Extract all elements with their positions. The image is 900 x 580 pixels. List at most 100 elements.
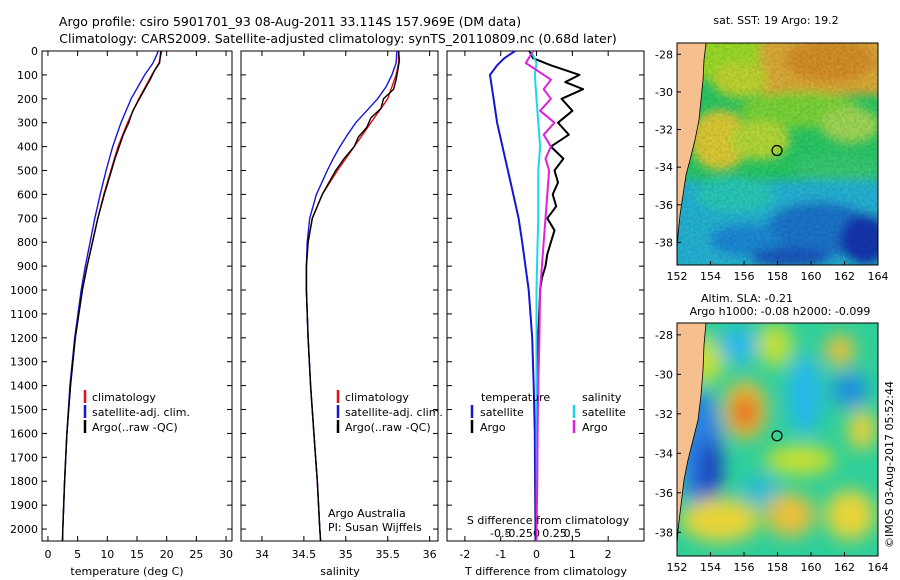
- map-x-tick-label: 158: [767, 561, 788, 574]
- map-y-tick-label: -30: [655, 368, 673, 381]
- y-tick-label: 1800: [10, 475, 38, 488]
- x-tick-label: 34: [255, 548, 269, 561]
- map-x-tick-label: 156: [734, 270, 755, 283]
- difference-panel-frame: [446, 50, 645, 542]
- y-tick-label: 1500: [10, 404, 38, 417]
- sla-map-subtitle: Argo h1000: -0.08 h2000: -0.099: [690, 305, 871, 318]
- sst-map: [677, 43, 878, 265]
- map-x-tick-label: 156: [734, 561, 755, 574]
- map-y-tick-label: -36: [655, 487, 673, 500]
- x-tick-label: 0: [533, 548, 540, 561]
- map-y-tick-label: -30: [655, 86, 673, 99]
- series-line: [489, 51, 537, 541]
- x-tick-label: -2: [459, 548, 470, 561]
- y-tick-label: 700: [17, 212, 38, 225]
- y-tick-label: 500: [17, 165, 38, 178]
- temperature-panel-frame: [41, 50, 233, 542]
- map-x-tick-label: 154: [700, 270, 721, 283]
- map-x-tick-label: 160: [801, 270, 822, 283]
- figure-title-line1: Argo profile: csiro 5901701_93 08-Aug-20…: [59, 14, 521, 29]
- map-y-tick-label: -38: [655, 236, 673, 249]
- series-line: [61, 51, 163, 541]
- y-tick-label: 1000: [10, 284, 38, 297]
- x-tick-label: 20: [160, 548, 174, 561]
- x-tick-label: -1: [495, 548, 506, 561]
- temperature-axis-label: temperature (deg C): [70, 565, 183, 578]
- map-y-tick-label: -34: [655, 161, 673, 174]
- legend-satellite-label: satellite-adj. clim.: [92, 406, 190, 419]
- temperature-axis-ticks: 0 5 10 15 20 25 300100200300400500600700800900…: [10, 45, 233, 561]
- map-x-tick-label: 160: [801, 561, 822, 574]
- sla-map: [677, 323, 878, 556]
- legend-t-satellite-label: satellite: [480, 406, 524, 419]
- series-line: [530, 51, 542, 541]
- sla-map-ticks: 152 154 156 158 160 162 164 -28 -30 -32 -34 -36 -38: [655, 329, 888, 574]
- temperature-legend: climatology satellite-adj. clim. Argo(..…: [83, 390, 190, 434]
- map-x-tick-label: 164: [868, 561, 889, 574]
- difference-profile-lines: [489, 51, 585, 541]
- legend-t-argo-label: Argo: [480, 421, 506, 434]
- sla-map-title: Altim. SLA: -0.21: [701, 292, 793, 305]
- legend-climatology-label: climatology: [92, 391, 156, 404]
- salinity-legend: climatology satellite-adj. clim. Argo(..…: [336, 390, 443, 434]
- t-difference-axis-label: T difference from climatology: [464, 565, 627, 578]
- sst-map-title: sat. SST: 19 Argo: 19.2: [713, 14, 838, 27]
- salinity-axis-label: salinity: [320, 565, 360, 578]
- map-y-tick-label: -28: [655, 48, 673, 61]
- sla-land-mass: [677, 323, 707, 546]
- map-x-tick-label: 152: [667, 561, 688, 574]
- x-tick-label: 5: [74, 548, 81, 561]
- y-tick-label: 2000: [10, 523, 38, 536]
- map-x-tick-label: 152: [667, 270, 688, 283]
- x-tick-label: 35.5: [375, 548, 400, 561]
- y-tick-label: 1300: [10, 356, 38, 369]
- map-x-tick-label: 164: [868, 270, 889, 283]
- y-tick-label: 900: [17, 260, 38, 273]
- legend-satellite-label: satellite-adj. clim.: [345, 406, 443, 419]
- legend-argo-label: Argo(..raw -QC): [92, 421, 178, 434]
- sla-argo-marker: [771, 430, 783, 442]
- series-line: [528, 51, 585, 541]
- x-tick-label: 1: [569, 548, 576, 561]
- x2-tick-label: 0.5: [564, 527, 582, 540]
- figure-title-line2: Climatology: CARS2009. Satellite-adjuste…: [59, 31, 616, 46]
- series-line: [305, 51, 401, 541]
- y-tick-label: 200: [17, 93, 38, 106]
- credit-pi: PI: Susan Wijffels: [328, 521, 422, 534]
- x-tick-label: 15: [130, 548, 144, 561]
- series-line: [61, 51, 160, 541]
- credit-imos: ©IMOS 03-Aug-2017 05:52:44: [883, 381, 896, 548]
- sst-map-ticks: 152 154 156 158 160 162 164 -28 -30 -32 -34 -36 -38: [655, 48, 888, 283]
- map-x-tick-label: 154: [700, 561, 721, 574]
- legend-salinity-head: salinity: [582, 391, 622, 404]
- x-tick-label: 36: [423, 548, 437, 561]
- y-tick-label: 0: [31, 45, 38, 58]
- y-tick-label: 1700: [10, 451, 38, 464]
- map-x-tick-label: 162: [834, 561, 855, 574]
- x-tick-label: 25: [189, 548, 203, 561]
- credit-group: Argo Australia: [328, 507, 406, 520]
- salinity-panel-frame: [240, 50, 439, 542]
- x-tick-label: 10: [100, 548, 114, 561]
- series-line: [524, 51, 556, 541]
- sst-argo-marker: [771, 144, 783, 157]
- series-line: [305, 51, 400, 541]
- legend-climatology-label: climatology: [345, 391, 409, 404]
- difference-axis-ticks: -2 -1 0 1 2-0.5-0.25 0 0.250.5: [447, 50, 644, 561]
- map-y-tick-label: -36: [655, 199, 673, 212]
- legend-argo-label: Argo(..raw -QC): [345, 421, 431, 434]
- y-tick-label: 100: [17, 69, 38, 82]
- y-tick-label: 600: [17, 188, 38, 201]
- map-y-tick-label: -32: [655, 124, 673, 137]
- temperature-profile-lines: [61, 51, 163, 541]
- x-tick-label: 0: [44, 548, 51, 561]
- y-tick-label: 300: [17, 117, 38, 130]
- y-tick-label: 1400: [10, 380, 38, 393]
- legend-s-argo-label: Argo: [582, 421, 608, 434]
- y-tick-label: 1100: [10, 308, 38, 321]
- x-tick-label: 30: [219, 548, 233, 561]
- series-line: [61, 51, 162, 541]
- map-y-tick-label: -28: [655, 329, 673, 342]
- y-tick-label: 1200: [10, 332, 38, 345]
